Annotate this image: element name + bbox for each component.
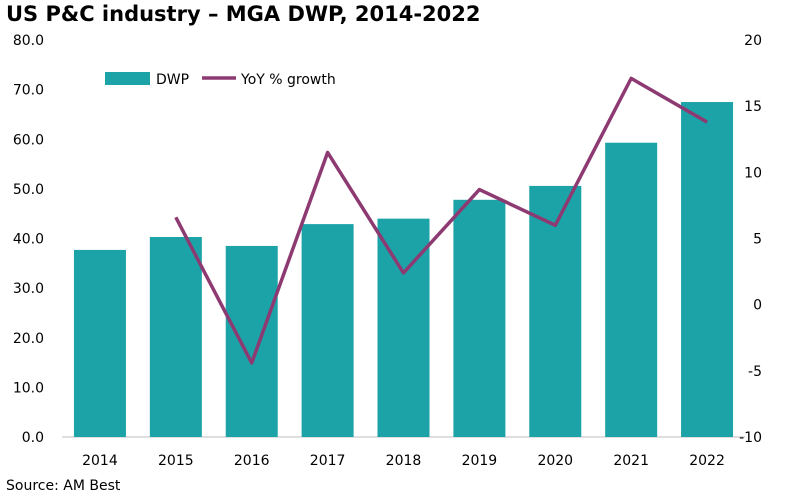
bar-2015	[149, 237, 202, 437]
legend-label-dwp: DWP	[156, 72, 189, 88]
legend-label-growth: YoY % growth	[240, 72, 336, 88]
y-left-tick: 30.0	[13, 281, 44, 297]
y-left-tick: 40.0	[13, 232, 44, 248]
legend-swatch-dwp	[105, 72, 150, 85]
y-right-tick: 15	[744, 99, 762, 115]
y-left-tick: 70.0	[13, 83, 44, 99]
x-tick: 2022	[689, 453, 725, 469]
x-tick: 2014	[82, 453, 118, 469]
y-left-tick: 0.0	[22, 430, 44, 446]
y-right-tick: 5	[753, 232, 762, 248]
bar-2021	[605, 142, 658, 437]
y-right-tick: 10	[744, 165, 762, 181]
x-tick: 2016	[234, 453, 270, 469]
chart-title: US P&C industry – MGA DWP, 2014-2022	[6, 2, 481, 26]
y-left-tick: 10.0	[13, 380, 44, 396]
y-left-tick: 20.0	[13, 331, 44, 347]
y-right-tick: -10	[739, 430, 762, 446]
x-tick: 2017	[310, 453, 346, 469]
bar-2022	[681, 102, 734, 437]
bar-2019	[453, 199, 506, 437]
y-left-tick: 50.0	[13, 182, 44, 198]
growth-line	[174, 76, 708, 365]
y-right-tick: 0	[753, 298, 762, 314]
x-tick: 2019	[462, 453, 498, 469]
bar-2020	[529, 185, 582, 437]
y-right-tick: -5	[748, 364, 762, 380]
source-note: Source: AM Best	[6, 478, 121, 494]
x-tick: 2015	[158, 453, 194, 469]
y-left-tick: 80.0	[13, 33, 44, 49]
x-tick: 2018	[386, 453, 422, 469]
y-right-tick: 20	[744, 33, 762, 49]
y-left-tick: 60.0	[13, 132, 44, 148]
x-tick: 2021	[613, 453, 649, 469]
x-tick: 2020	[537, 453, 573, 469]
bar-2014	[73, 249, 126, 437]
bar-2016	[225, 245, 278, 437]
bar-2017	[301, 224, 354, 437]
